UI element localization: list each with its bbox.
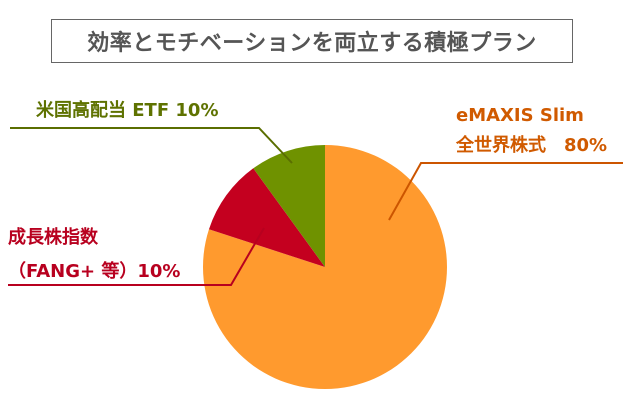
leader-line-red (8, 227, 265, 286)
leader-line-orange (388, 162, 623, 221)
leader-line-green (10, 127, 293, 164)
label-growth-index: 成長株指数 （FANG+ 等）10% (8, 226, 180, 284)
label-emaxis-slim: eMAXIS Slim 全世界株式 80% (456, 104, 607, 158)
label-emaxis-line2: 全世界株式 80% (456, 135, 608, 156)
slice-us-high-dividend (253, 145, 325, 267)
label-us-high-dividend: 米国高配当 ETF 10% (36, 100, 219, 121)
label-growth-index-line2: （FANG+ 等）10% (8, 261, 181, 282)
label-growth-index-line1: 成長株指数 (8, 227, 98, 248)
chart-title: 効率とモチベーションを両立する積極プラン (87, 31, 537, 56)
chart-title-box: 効率とモチベーションを両立する積極プラン (51, 19, 573, 63)
slice-growth-index (208, 168, 325, 267)
slice-emaxis-slim (202, 145, 447, 389)
label-emaxis-line1: eMAXIS Slim (456, 105, 584, 126)
